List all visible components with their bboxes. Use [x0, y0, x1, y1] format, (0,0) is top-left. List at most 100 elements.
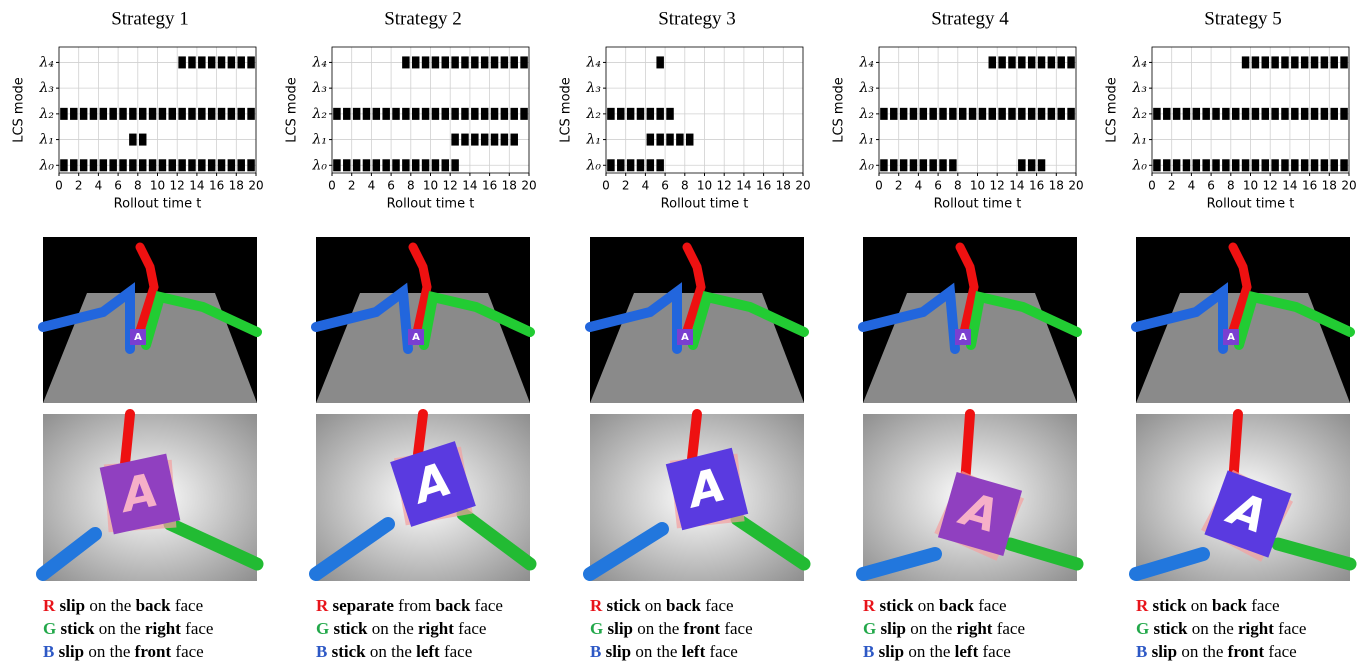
mode-step [979, 108, 986, 120]
mode-step [1153, 108, 1160, 120]
mode-step [373, 108, 380, 120]
mode-step [382, 159, 389, 171]
caption-segment: on [641, 596, 667, 615]
x-tick-label: 0 [1148, 179, 1156, 193]
mode-step [1242, 159, 1249, 171]
caption-segment: R [1136, 596, 1149, 615]
mode-step [442, 159, 449, 171]
caption-segment: slip [880, 619, 906, 638]
x-tick-label: 4 [642, 179, 650, 193]
mode-step [119, 159, 126, 171]
mode-step [1281, 56, 1288, 68]
mode-step [208, 108, 215, 120]
caption-line: R stick on back face [590, 596, 734, 615]
mode-step [1232, 159, 1239, 171]
mode-step [491, 134, 498, 146]
mode-step [382, 108, 389, 120]
mode-step [1330, 159, 1337, 171]
mode-step [1202, 108, 1209, 120]
y-tick-label: λ₁ [859, 132, 875, 148]
mode-step [607, 159, 614, 171]
x-tick-label: 10 [423, 179, 438, 193]
mode-step [139, 159, 146, 171]
caption-segment: G [43, 619, 56, 638]
y-tick-label: λ₂ [859, 106, 875, 122]
mode-step [510, 108, 517, 120]
mode-step [1183, 159, 1190, 171]
mode-step [1262, 56, 1269, 68]
mode-step [392, 108, 399, 120]
mode-step [1321, 159, 1328, 171]
x-tick-label: 8 [681, 179, 689, 193]
chart-title: Strategy 4 [931, 8, 1009, 29]
caption-line: G slip on the right face [863, 619, 1025, 638]
mode-step [647, 108, 654, 120]
caption-segment: on the [1177, 642, 1228, 661]
mode-step [656, 56, 663, 68]
mode-step [70, 108, 77, 120]
mode-step [920, 159, 927, 171]
mode-step [627, 159, 634, 171]
mode-step [188, 159, 195, 171]
mode-step [520, 108, 527, 120]
x-tick-label: 16 [756, 179, 771, 193]
y-tick-label: λ₁ [39, 132, 55, 148]
mode-step [412, 159, 419, 171]
mode-step [402, 159, 409, 171]
mode-step [637, 108, 644, 120]
x-axis-label: Rollout time t [114, 197, 202, 212]
caption-segment: face [440, 642, 473, 661]
caption-segment: left [416, 642, 440, 661]
chart-title: Strategy 1 [111, 8, 189, 29]
caption-segment: face [701, 596, 734, 615]
mode-step [247, 108, 254, 120]
x-tick-label: 2 [75, 179, 83, 193]
mode-step [461, 56, 468, 68]
x-tick-label: 6 [1207, 179, 1215, 193]
x-tick-label: 20 [521, 179, 536, 193]
mode-step [1153, 159, 1160, 171]
mode-step [90, 159, 97, 171]
caption-segment: right [418, 619, 454, 638]
mode-step [1301, 56, 1308, 68]
mode-step [880, 159, 887, 171]
mode-step [228, 159, 235, 171]
caption-segment: on the [904, 642, 955, 661]
mode-step [333, 108, 340, 120]
mode-step [666, 108, 673, 120]
caption-segment: G [863, 619, 876, 638]
mode-step [471, 108, 478, 120]
mode-step [656, 108, 663, 120]
mode-step [656, 134, 663, 146]
mode-step [159, 159, 166, 171]
mode-step [1008, 56, 1015, 68]
mode-step [247, 159, 254, 171]
red-finger [125, 414, 130, 464]
x-tick-label: 18 [1322, 179, 1337, 193]
x-tick-label: 10 [697, 179, 712, 193]
mode-step [1291, 56, 1298, 68]
caption-segment: on the [366, 642, 417, 661]
x-tick-label: 4 [368, 179, 376, 193]
mode-step [647, 159, 654, 171]
caption-segment: face [1264, 642, 1297, 661]
mode-step [422, 108, 429, 120]
mode-step [461, 134, 468, 146]
mode-step [1311, 108, 1318, 120]
mode-step [1163, 159, 1170, 171]
mode-step [1193, 159, 1200, 171]
caption-line: G slip on the front face [590, 619, 753, 638]
caption-segment: G [590, 619, 603, 638]
mode-step [890, 108, 897, 120]
x-tick-label: 0 [55, 179, 63, 193]
x-tick-label: 12 [990, 179, 1005, 193]
x-tick-label: 20 [1341, 179, 1356, 193]
caption-segment: B [316, 642, 327, 661]
caption-segment: R [316, 596, 329, 615]
y-tick-label: λ₃ [312, 80, 328, 96]
mode-step [129, 159, 136, 171]
caption-segment: slip [607, 619, 633, 638]
caption-segment: front [1228, 642, 1265, 661]
y-tick-label: λ₃ [1132, 80, 1148, 96]
mode-step [1271, 159, 1278, 171]
